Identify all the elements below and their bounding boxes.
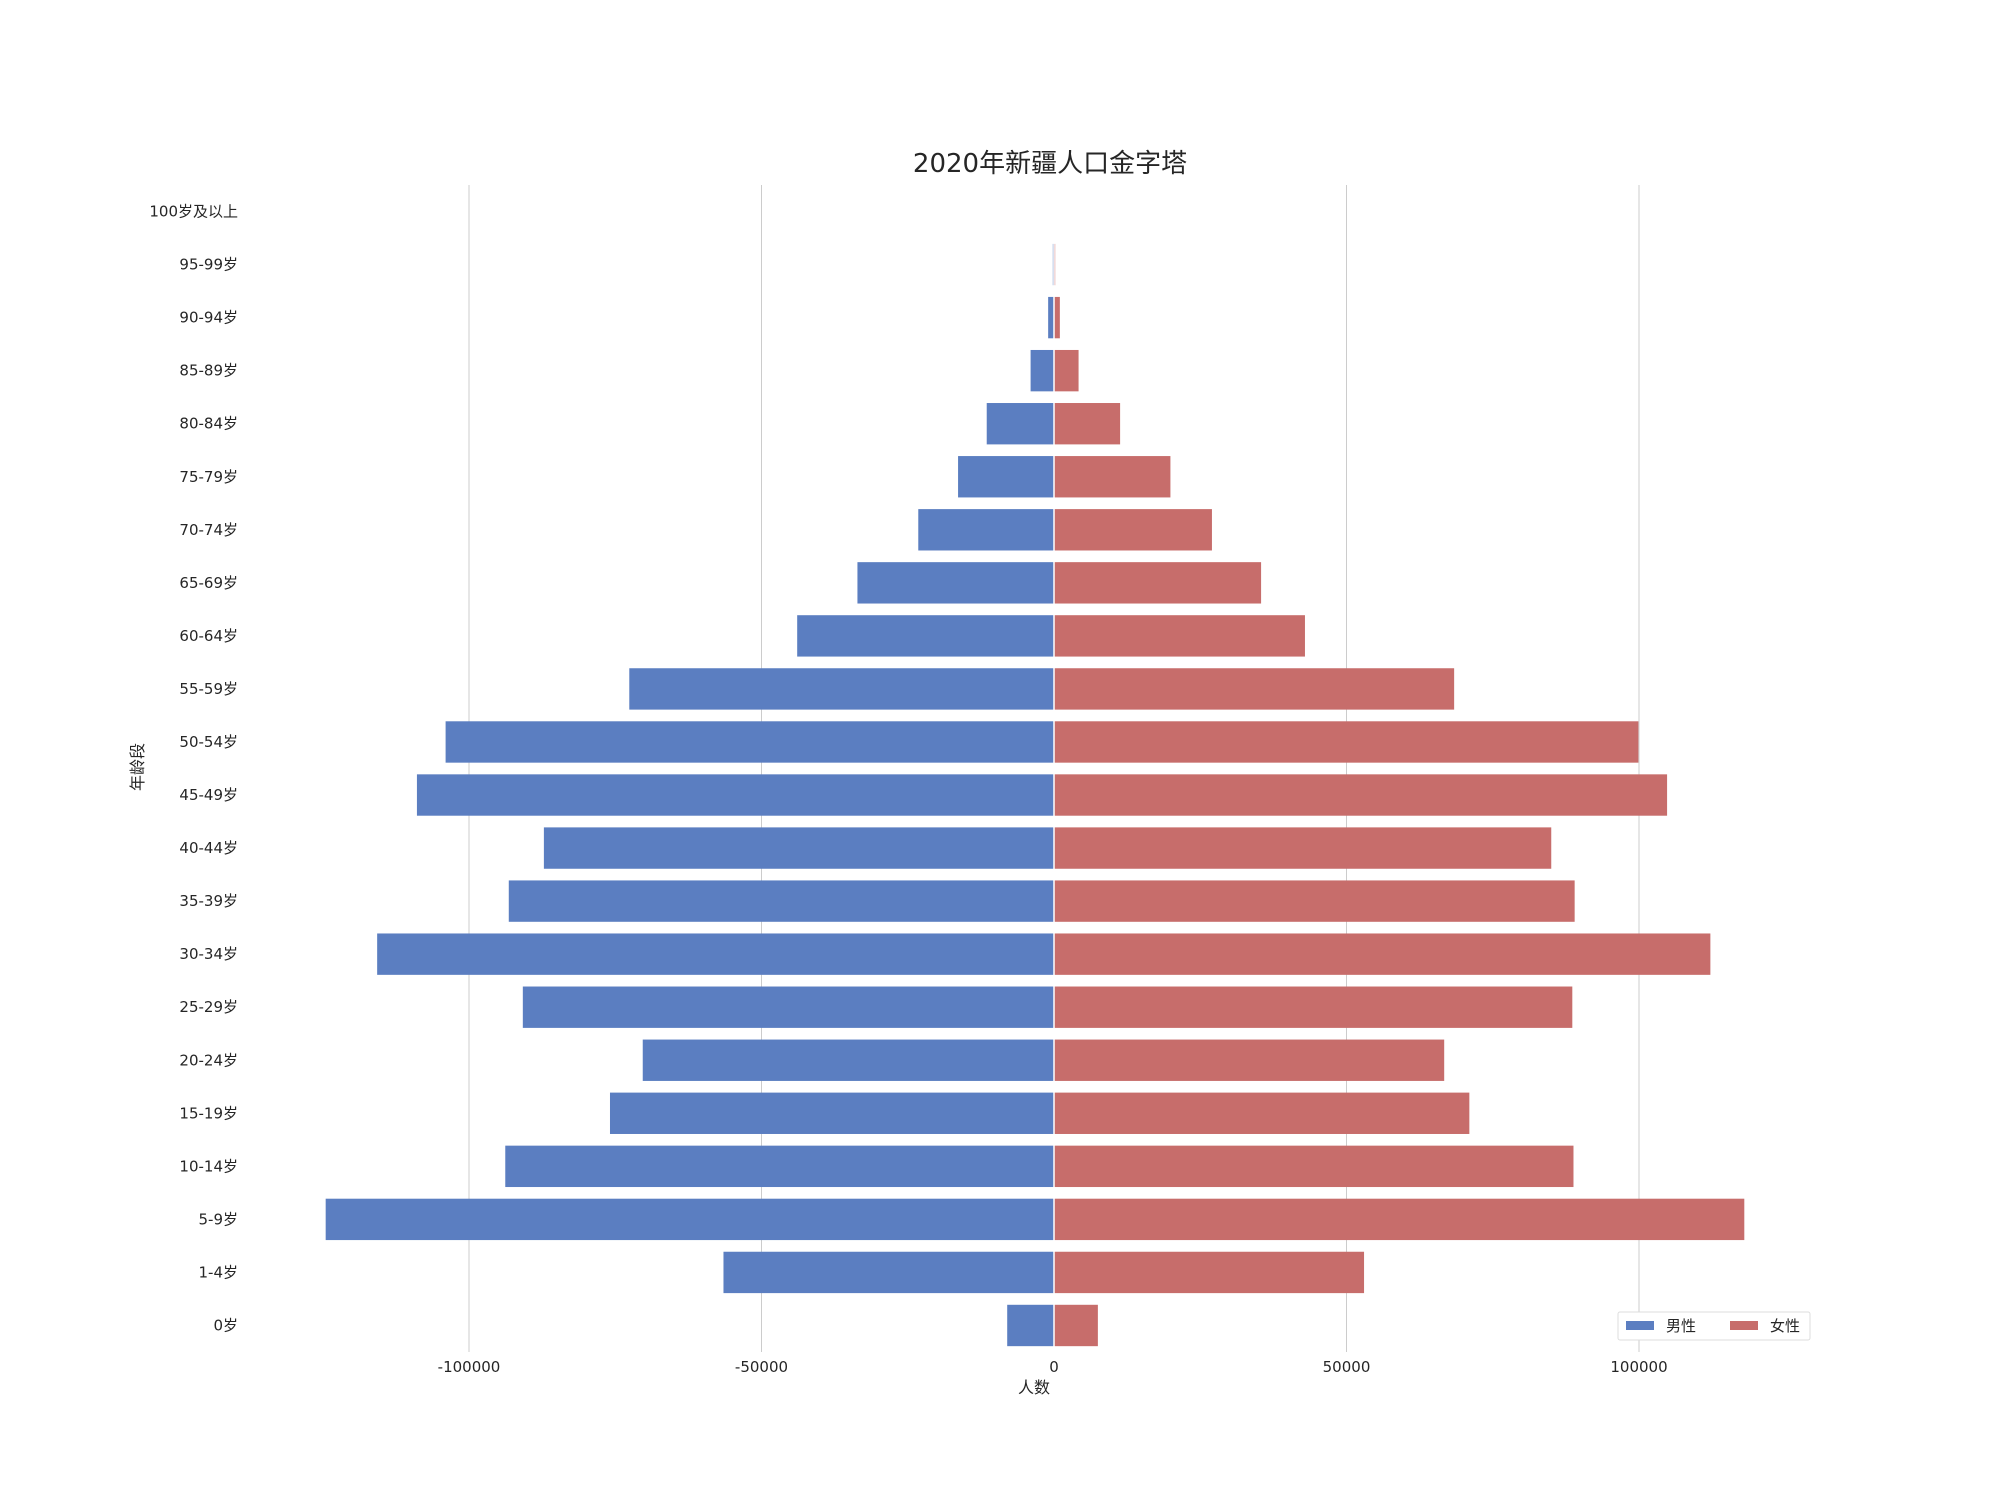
y-tick-label: 95-99岁 bbox=[179, 256, 238, 274]
y-tick-label: 25-29岁 bbox=[179, 998, 238, 1016]
y-tick-label: 30-34岁 bbox=[179, 945, 238, 963]
y-tick-label: 20-24岁 bbox=[179, 1051, 238, 1069]
legend-box bbox=[1617, 1311, 1811, 1341]
female-bar bbox=[1054, 509, 1212, 551]
x-axis-label: 人数 bbox=[1018, 1378, 1050, 1397]
legend-swatch-female bbox=[1730, 1321, 1758, 1330]
y-tick-label: 10-14岁 bbox=[179, 1157, 238, 1175]
female-bar bbox=[1054, 1145, 1574, 1188]
female-bar bbox=[1054, 1198, 1745, 1241]
female-bar bbox=[1054, 880, 1575, 922]
y-tick-label: 35-39岁 bbox=[179, 892, 238, 910]
male-bar bbox=[723, 1251, 1054, 1294]
y-tick-label: 45-49岁 bbox=[179, 786, 238, 804]
y-tick-label: 90-94岁 bbox=[179, 309, 238, 327]
female-bar bbox=[1054, 827, 1552, 869]
female-bar bbox=[1054, 1039, 1445, 1081]
male-bar bbox=[642, 1039, 1054, 1081]
female-bar bbox=[1054, 1304, 1098, 1347]
male-bar bbox=[629, 668, 1054, 710]
male-bar bbox=[1030, 349, 1054, 392]
x-tick-label: 50000 bbox=[1323, 1358, 1371, 1376]
male-bar bbox=[445, 721, 1055, 763]
x-tick-labels: -100000 -50000 0 50000 100000 bbox=[438, 1358, 1668, 1376]
chart-title: 2020年新疆人口金字塔 bbox=[913, 149, 1187, 179]
legend-label-female: 女性 bbox=[1770, 1317, 1800, 1335]
male-bar bbox=[986, 403, 1054, 445]
y-tick-label: 50-54岁 bbox=[179, 733, 238, 751]
legend: 男性 女性 bbox=[1617, 1311, 1811, 1341]
y-tick-label: 1-4岁 bbox=[199, 1263, 239, 1281]
y-tick-label: 0岁 bbox=[213, 1316, 238, 1334]
female-bar bbox=[1054, 1092, 1470, 1134]
bars bbox=[325, 190, 1745, 1347]
y-tick-label: 55-59岁 bbox=[179, 680, 238, 698]
y-tick-label: 5-9岁 bbox=[199, 1210, 239, 1228]
female-bar bbox=[1054, 933, 1711, 975]
female-bar bbox=[1054, 721, 1639, 763]
male-bar bbox=[609, 1092, 1054, 1134]
y-tick-label: 60-64岁 bbox=[179, 627, 238, 645]
x-tick-label: -50000 bbox=[735, 1358, 788, 1376]
male-bar bbox=[1007, 1304, 1054, 1347]
y-tick-label: 65-69岁 bbox=[179, 574, 238, 592]
male-bar bbox=[508, 880, 1054, 922]
male-bar bbox=[522, 986, 1054, 1028]
male-bar bbox=[543, 827, 1054, 869]
female-bar bbox=[1054, 403, 1121, 445]
female-bar bbox=[1054, 1251, 1365, 1294]
male-bar bbox=[857, 562, 1054, 604]
female-bar bbox=[1054, 774, 1668, 816]
y-tick-labels: 0岁 1-4岁 5-9岁 10-14岁 15-19岁 20-24岁 25-29岁 30-34岁… bbox=[149, 203, 238, 1335]
y-tick-label: 75-79岁 bbox=[179, 468, 238, 486]
y-tick-label: 70-74岁 bbox=[179, 521, 238, 539]
x-tick-label: 100000 bbox=[1610, 1358, 1667, 1376]
male-bar bbox=[325, 1198, 1054, 1241]
female-bar bbox=[1054, 562, 1262, 604]
y-tick-label: 85-89岁 bbox=[179, 362, 238, 380]
female-bar bbox=[1054, 615, 1305, 657]
male-bar bbox=[1048, 296, 1054, 339]
male-bar bbox=[416, 774, 1054, 816]
male-bar bbox=[797, 615, 1054, 657]
y-tick-label: 40-44岁 bbox=[179, 839, 238, 857]
legend-swatch-male bbox=[1626, 1321, 1654, 1330]
male-bar bbox=[505, 1145, 1054, 1188]
male-bar bbox=[958, 456, 1054, 498]
y-tick-label: 80-84岁 bbox=[179, 415, 238, 433]
female-bar bbox=[1054, 668, 1455, 710]
female-bar bbox=[1054, 296, 1060, 339]
y-tick-label: 100岁及以上 bbox=[149, 203, 238, 221]
y-tick-label: 15-19岁 bbox=[179, 1104, 238, 1122]
female-bar bbox=[1054, 986, 1573, 1028]
male-bar bbox=[918, 509, 1054, 551]
female-bar bbox=[1054, 456, 1171, 498]
legend-label-male: 男性 bbox=[1666, 1317, 1696, 1335]
male-bar bbox=[377, 933, 1054, 975]
x-tick-label: 0 bbox=[1049, 1358, 1059, 1376]
x-tick-label: -100000 bbox=[438, 1358, 501, 1376]
female-bar bbox=[1054, 349, 1079, 392]
y-axis-label: 年龄段 bbox=[128, 743, 147, 791]
